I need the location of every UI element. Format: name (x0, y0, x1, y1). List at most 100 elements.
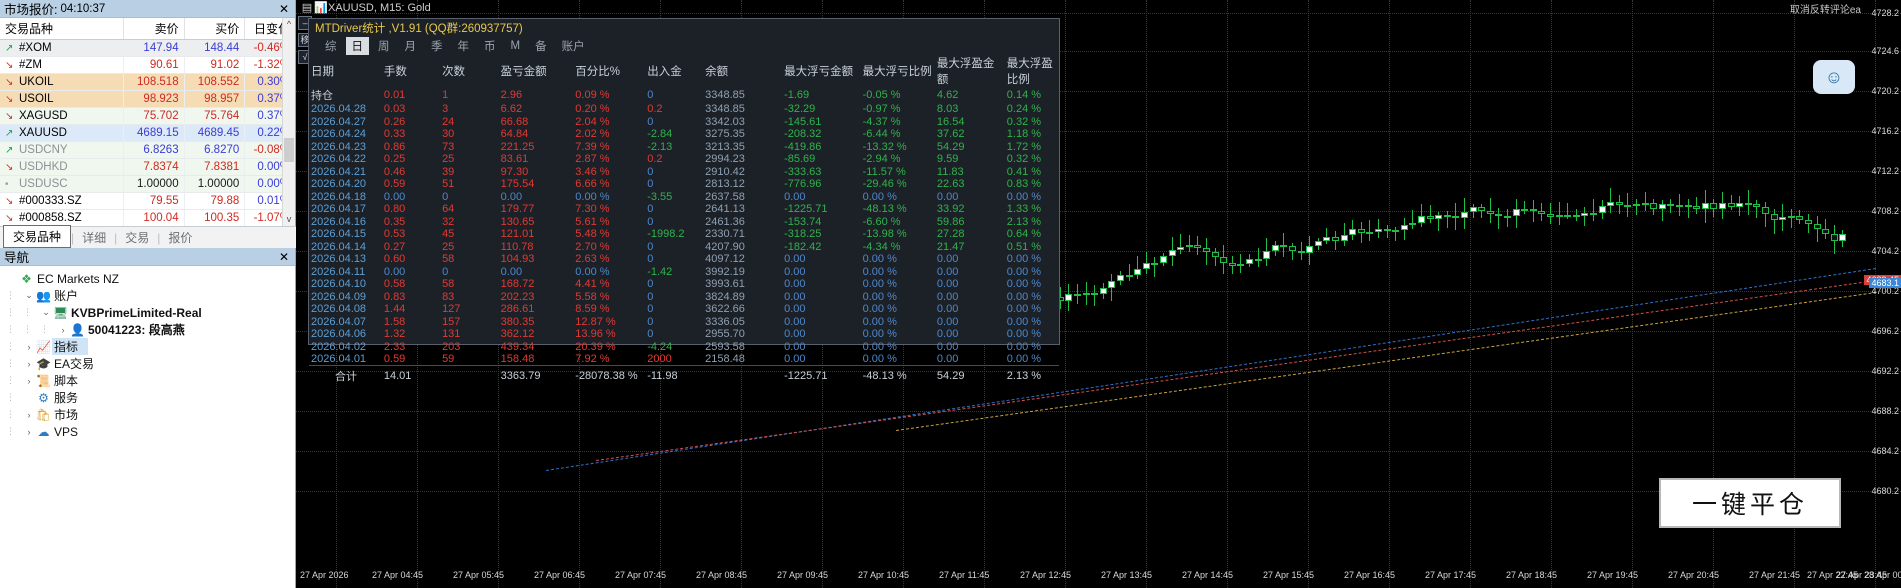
chart-icon[interactable]: 📊 (314, 2, 328, 14)
expander-icon[interactable]: ⌄ (25, 290, 33, 300)
stat-column-header-8[interactable]: 最大浮亏比例 (862, 66, 932, 78)
table-row[interactable]: ↘ USOIL 98.923 98.957 0.37% (0, 90, 295, 108)
stat-row[interactable]: 2026.04.06 1.32 131 362.12 13.96 % 0 2955.70 0.… (309, 328, 1059, 341)
column-header-symbol[interactable]: 交易品种 (0, 18, 124, 40)
nav-item-1[interactable]: ⋮ ⌄ 👥 账户 (6, 287, 295, 304)
symbol-cell[interactable]: ↗ USDCNY (0, 141, 124, 159)
time-axis[interactable]: 27 Apr 2026 27 Apr 04:45 27 Apr 05:45 27 Ap… (296, 570, 1901, 586)
close-icon[interactable]: ✕ (278, 249, 290, 264)
stat-row[interactable]: 2026.04.15 0.53 45 121.01 5.48 % -1998.2 2330.… (309, 228, 1059, 241)
table-row[interactable]: ↘ #ZM 90.61 91.02 -1.32% (0, 56, 295, 74)
symbol-cell[interactable]: ↘ XAGUSD (0, 107, 124, 125)
expander-icon[interactable]: › (27, 375, 31, 386)
stat-column-header-10[interactable]: 最大浮盈比例 (1006, 58, 1053, 86)
nav-item-6[interactable]: ⋮ › 📜 脚本 (6, 372, 295, 389)
stat-row[interactable]: 2026.04.07 1.58 157 380.35 12.87 % 0 3336.05 0.… (309, 316, 1059, 329)
stat-row[interactable]: 2026.04.21 0.46 39 97.30 3.46 % 0 2910.42 -333.… (309, 166, 1059, 179)
table-row[interactable]: ↗ XAUUSD 4689.15 4689.45 0.22% (0, 124, 295, 142)
table-row[interactable]: ↘ UKOIL 108.518 108.552 0.30% (0, 73, 295, 91)
stat-row[interactable]: 2026.04.14 0.27 25 110.78 2.70 % 0 4207.90 -182… (309, 241, 1059, 254)
stat-row[interactable]: 2026.04.18 0.00 0 0.00 0.00 % -3.55 2637.58 0.0… (309, 191, 1059, 204)
nav-item-8[interactable]: ⋮ › 🛍 市场 (6, 406, 295, 423)
market-watch-scrollbar[interactable]: ^ v (282, 18, 295, 226)
tab-trade[interactable]: 交易 (125, 231, 150, 245)
grid-icon[interactable]: ▤ (301, 2, 313, 14)
stat-column-header-0[interactable]: 日期 (311, 66, 334, 78)
nav-item-5[interactable]: ⋮ › 🎓 EA交易 (6, 355, 295, 372)
stat-row[interactable]: 2026.04.10 0.58 58 168.72 4.41 % 0 3993.61 0.00… (309, 278, 1059, 291)
chart-panel[interactable]: ▤ 📊 XAUUSD, M15: Gold 取消反转评论ea ☺ – 移 √ 4… (296, 0, 1901, 588)
expander-icon[interactable]: › (27, 341, 31, 352)
column-header-bid[interactable]: 卖价 (123, 18, 185, 40)
nav-item-0[interactable]: ❖ EC Markets NZ (6, 270, 295, 287)
price-axis[interactable]: 4728.2 4724.6 4720.2 4716.2 4712.2 4708.2 4704… (1864, 0, 1901, 566)
table-row[interactable]: ↗ #XOM 147.94 148.44 -0.46% (0, 39, 295, 57)
stat-column-header-1[interactable]: 手数 (383, 66, 407, 78)
stat-row[interactable]: 2026.04.17 0.80 64 179.77 7.30 % 0 2641.13 -122… (309, 203, 1059, 216)
nav-item-2[interactable]: ⋮ ⋮ ⌄ 🖥 KVBPrimeLimited-Real (6, 304, 295, 321)
nav-item-7[interactable]: ⋮ ⚙ 服务 (6, 389, 295, 406)
stat-column-header-2[interactable]: 次数 (442, 66, 466, 78)
scroll-down-icon[interactable]: v (283, 213, 295, 226)
table-row[interactable]: ↗ USDCNY 6.8263 6.8270 -0.08% (0, 141, 295, 159)
stat-row[interactable]: 2026.04.13 0.60 58 104.93 2.63 % 0 4097.12 0.00… (309, 253, 1059, 266)
nav-item-4[interactable]: ⋮ › 📈 指标 (6, 338, 295, 355)
stat-row[interactable]: 2026.04.11 0.00 0 0.00 0.00 % -1.42 3992.19 0.0… (309, 266, 1059, 279)
stat-row[interactable]: 2026.04.28 0.03 3 6.62 0.20 % 0.2 3348.85 -32.2… (309, 103, 1059, 116)
close-icon[interactable]: ✕ (278, 1, 290, 16)
symbol-cell[interactable]: ↘ #000858.SZ (0, 209, 124, 227)
stat-column-header-7[interactable]: 最大浮亏金额 (784, 66, 854, 78)
mtdriver-tab-7[interactable]: M (510, 39, 521, 52)
mtdriver-tab-0[interactable]: 综 (325, 40, 337, 53)
table-row[interactable]: ↘ #000858.SZ 100.04 100.35 -1.07% (0, 209, 295, 227)
stat-row[interactable]: 2026.04.23 0.86 73 221.25 7.39 % -2.13 3213.35… (309, 141, 1059, 154)
mtdriver-tab-9[interactable]: 账户 (561, 40, 585, 53)
mtdriver-tab-8[interactable]: 备 (535, 40, 547, 53)
stat-column-header-3[interactable]: 盈亏金额 (500, 66, 547, 78)
column-header-ask[interactable]: 买价 (184, 18, 246, 40)
mtdriver-tab-1[interactable]: 日 (345, 36, 369, 55)
symbol-cell[interactable]: ↘ UKOIL (0, 73, 124, 91)
expander-icon[interactable]: › (27, 426, 31, 437)
symbol-cell[interactable]: ↘ #ZM (0, 56, 124, 74)
stat-row[interactable]: 2026.04.02 2.33 203 439.34 20.39 % -4.24 2593.… (309, 341, 1059, 354)
scroll-up-icon[interactable]: ^ (283, 18, 295, 31)
nav-item-3[interactable]: ⋮ ⋮ ⋮ › 👤 50041223: 段高燕 (6, 321, 295, 338)
stat-row[interactable]: 2026.04.24 0.33 30 64.84 2.02 % -2.84 3275.35 -… (309, 128, 1059, 141)
expander-icon[interactable]: ⌄ (42, 307, 50, 317)
stat-row[interactable]: 持仓 0.01 1 2.96 0.09 % 0 3348.85 -1.69 -0.05 % 4.6… (309, 87, 1059, 103)
tab-symbols[interactable]: 交易品种 (3, 225, 72, 248)
stat-row[interactable]: 2026.04.08 1.44 127 286.61 8.59 % 0 3622.66 0.0… (309, 303, 1059, 316)
stat-column-header-4[interactable]: 百分比% (575, 66, 621, 78)
stat-row[interactable]: 2026.04.16 0.35 32 130.65 5.61 % 0 2461.36 -153… (309, 216, 1059, 229)
stat-row[interactable]: 2026.04.09 0.83 83 202.23 5.58 % 0 3824.89 0.00… (309, 291, 1059, 304)
nav-item-9[interactable]: ⋮ › ☁ VPS (6, 423, 295, 440)
mtdriver-tab-6[interactable]: 币 (484, 40, 496, 53)
stat-row[interactable]: 2026.04.22 0.25 25 83.61 2.87 % 0.2 2994.23 -85… (309, 153, 1059, 166)
scrollbar-thumb[interactable] (284, 138, 294, 162)
table-row[interactable]: • USDUSC 1.00000 1.00000 0.00% (0, 175, 295, 193)
table-row[interactable]: ↘ XAGUSD 75.702 75.764 0.37% (0, 107, 295, 125)
one-click-close-button[interactable]: 一键平仓 (1659, 478, 1841, 528)
tab-ticks[interactable]: 报价 (168, 231, 193, 245)
symbol-cell[interactable]: ↗ XAUUSD (0, 124, 124, 142)
mtdriver-tab-4[interactable]: 季 (431, 40, 443, 53)
symbol-cell[interactable]: ↘ USDHKD (0, 158, 124, 176)
mtdriver-tab-5[interactable]: 年 (457, 40, 470, 53)
table-row[interactable]: ↘ USDHKD 7.8374 7.8381 0.00% (0, 158, 295, 176)
symbol-cell[interactable]: ↗ #XOM (0, 39, 124, 57)
stat-row[interactable]: 2026.04.27 0.26 24 66.68 2.04 % 0 3342.03 -145.… (309, 116, 1059, 129)
expander-icon[interactable]: › (61, 324, 65, 335)
stat-row[interactable]: 2026.04.20 0.59 51 175.54 6.66 % 0 2813.12 -776… (309, 178, 1059, 191)
symbol-cell[interactable]: ↘ #000333.SZ (0, 192, 124, 210)
stat-column-header-9[interactable]: 最大浮盈金额 (936, 58, 995, 86)
expander-icon[interactable]: › (27, 358, 31, 369)
table-row[interactable]: ↘ #000333.SZ 79.55 79.88 0.01% (0, 192, 295, 210)
stat-column-header-6[interactable]: 余额 (705, 66, 729, 78)
mtdriver-tab-3[interactable]: 月 (404, 40, 417, 53)
stat-row[interactable]: 2026.04.01 0.59 59 158.48 7.92 % 2000 2158.48 0… (309, 353, 1059, 366)
symbol-cell[interactable]: ↘ USOIL (0, 90, 124, 108)
expander-icon[interactable]: › (27, 409, 31, 420)
tab-details[interactable]: 详细 (82, 231, 107, 245)
stat-column-header-5[interactable]: 出入金 (647, 66, 682, 78)
